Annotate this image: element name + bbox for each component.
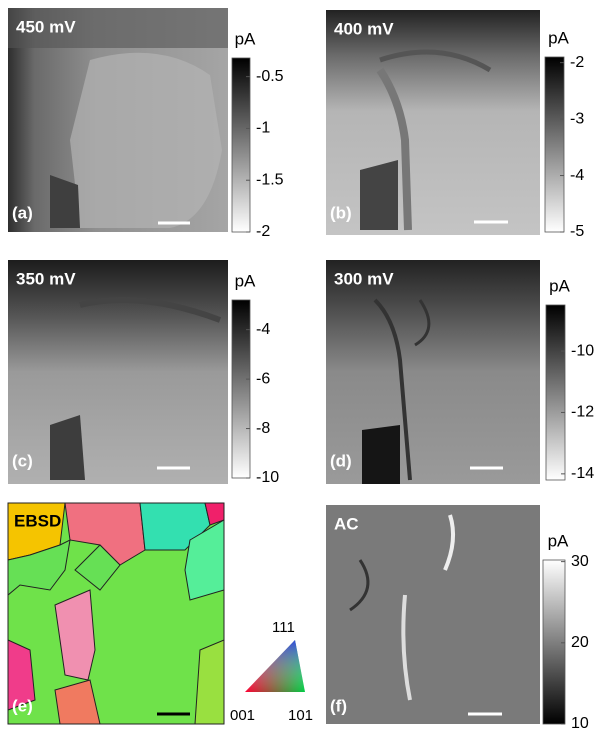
tick-label: 20 <box>571 634 589 651</box>
panel-title: EBSD <box>14 511 61 530</box>
tick-label: -4 <box>256 321 270 338</box>
panel-title: 450 mV <box>16 17 76 36</box>
panel-label: (d) <box>330 451 352 470</box>
image-d <box>326 260 540 484</box>
tick-label: -2 <box>570 54 584 71</box>
colorbar-unit: pA <box>235 29 256 48</box>
tick-label: -8 <box>256 420 270 437</box>
legend-label: 101 <box>288 707 313 724</box>
tick-label: -12 <box>571 404 594 421</box>
tick-label: -2 <box>256 223 270 240</box>
colorbar-unit: pA <box>549 276 570 295</box>
colorbar-unit: pA <box>548 531 569 550</box>
image-b <box>326 10 540 235</box>
ebsd-map <box>8 503 224 724</box>
image-f <box>326 505 540 724</box>
colorbar <box>545 57 564 232</box>
tick-label: -1.5 <box>256 171 284 188</box>
tick-label: -5 <box>570 223 584 240</box>
panel-title: AC <box>334 514 359 533</box>
image-c <box>8 260 228 484</box>
colorbar <box>232 58 250 232</box>
panel-label: (e) <box>12 696 33 715</box>
legend-label: 111 <box>272 619 295 636</box>
figure: 450 mV (a) 400 mV (b) 350 mV (c) 300 mV … <box>0 0 600 731</box>
tick-label: -3 <box>570 110 584 127</box>
panel-title: 350 mV <box>16 269 76 288</box>
panel-title: 300 mV <box>334 269 394 288</box>
panel-label: (b) <box>330 203 352 222</box>
tick-label: -0.5 <box>256 68 284 85</box>
page: {"panels": [ {"title": "450 mV", "label"… <box>0 0 600 731</box>
panel-label: (c) <box>12 451 33 470</box>
image-a <box>8 8 228 232</box>
panel-title: 400 mV <box>334 19 394 38</box>
tick-label: -10 <box>256 469 279 486</box>
colorbar <box>232 300 250 478</box>
colorbar-unit: pA <box>235 271 256 290</box>
ipf-legend <box>245 640 305 692</box>
tick-label: 30 <box>571 553 589 570</box>
panel-label: (f) <box>330 696 347 715</box>
tick-label: -14 <box>571 465 594 482</box>
tick-label: -10 <box>571 342 594 359</box>
colorbar <box>546 305 565 480</box>
tick-label: 10 <box>571 715 589 731</box>
legend-label: 001 <box>230 707 255 724</box>
panel-label: (a) <box>12 203 33 222</box>
tick-label: -4 <box>570 167 584 184</box>
tick-label: -6 <box>256 370 270 387</box>
colorbar-unit: pA <box>548 28 569 47</box>
tick-label: -1 <box>256 120 270 137</box>
colorbar <box>543 560 565 724</box>
